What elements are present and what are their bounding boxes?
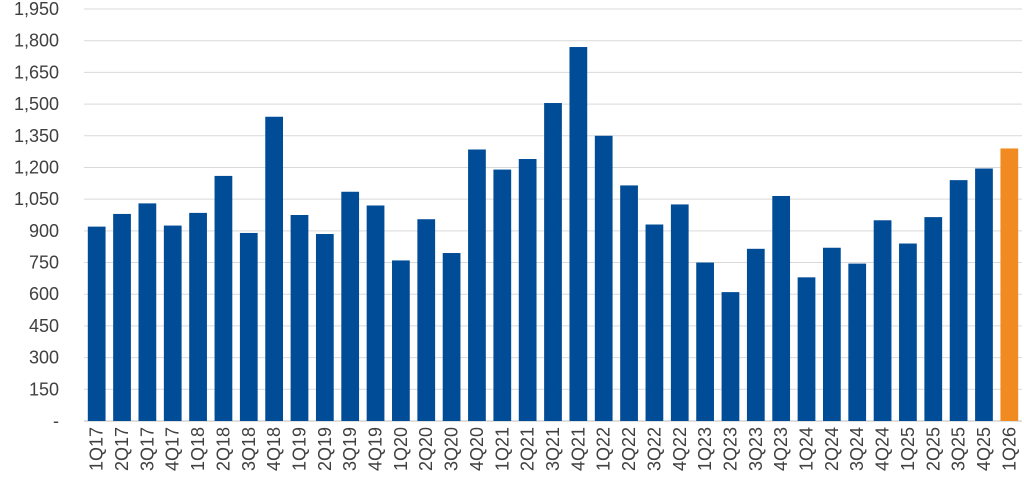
x-tick-label: 2Q24 — [822, 427, 842, 471]
x-tick-label: 3Q17 — [137, 427, 157, 471]
bar-1q23 — [696, 262, 714, 421]
x-tick-label: 4Q17 — [163, 427, 183, 471]
bar-3q23 — [746, 248, 765, 421]
x-tick-label: 3Q24 — [847, 427, 867, 471]
x-tick-label: 3Q18 — [239, 427, 259, 471]
x-tick-label: 1Q17 — [87, 427, 107, 471]
bar-1q24 — [797, 277, 816, 421]
x-tick-label: 3Q25 — [949, 427, 969, 471]
bar-4q20 — [468, 149, 486, 421]
bar-2q22 — [620, 185, 638, 421]
x-tick-label: 3Q20 — [442, 427, 462, 471]
x-tick-label: 1Q21 — [492, 427, 512, 471]
bar-1q19 — [290, 215, 309, 421]
bar-1q17 — [87, 226, 106, 421]
bar-3q24 — [848, 263, 867, 421]
y-tick-label: 1,500 — [14, 94, 59, 114]
x-tick-label: 4Q21 — [568, 427, 588, 471]
bar-2q21 — [518, 159, 537, 421]
bar-2q17 — [113, 213, 131, 421]
x-tick-label: 4Q24 — [873, 427, 893, 471]
bar-3q25 — [949, 180, 968, 421]
x-tick-label: 3Q21 — [543, 427, 563, 471]
x-tick-label: 4Q22 — [670, 427, 690, 471]
bar-4q18 — [265, 116, 284, 421]
x-tick-label: 3Q22 — [644, 427, 664, 471]
bar-1q26 — [1000, 148, 1019, 421]
y-tick-label: 1,650 — [14, 62, 59, 82]
bar-3q17 — [138, 203, 157, 421]
y-tick-label: 600 — [29, 284, 59, 304]
bar-1q25 — [899, 243, 917, 421]
y-tick-label: 150 — [29, 379, 59, 399]
x-tick-label: 1Q20 — [391, 427, 411, 471]
bar-1q20 — [392, 260, 410, 421]
bar-3q19 — [341, 191, 360, 421]
bar-1q22 — [594, 135, 613, 421]
x-tick-label: 2Q18 — [213, 427, 233, 471]
bar-4q23 — [772, 195, 791, 421]
x-tick-label: 1Q19 — [289, 427, 309, 471]
x-tick-label: 1Q25 — [898, 427, 918, 471]
y-tick-label: 450 — [29, 316, 59, 336]
x-tick-label: 2Q23 — [720, 427, 740, 471]
bar-4q19 — [366, 205, 385, 421]
x-tick-label: 1Q18 — [188, 427, 208, 471]
x-tick-label: 2Q21 — [518, 427, 538, 471]
y-axis: - 150 300 450 600 750 900 1,050 1,200 1,350 1,500 1… — [14, 0, 59, 431]
x-tick-label: 2Q17 — [112, 427, 132, 471]
x-tick-label: 4Q20 — [467, 427, 487, 471]
x-tick-label: 4Q25 — [974, 427, 994, 471]
bars — [87, 47, 1019, 422]
x-tick-label: 1Q24 — [797, 427, 817, 471]
x-tick-label: 4Q18 — [264, 427, 284, 471]
y-tick-label: 1,050 — [14, 189, 59, 209]
x-tick-label: 1Q22 — [594, 427, 614, 471]
bar-3q22 — [645, 224, 664, 421]
bar-3q20 — [442, 253, 461, 421]
bar-2q18 — [214, 175, 233, 421]
x-tick-label: 4Q23 — [771, 427, 791, 471]
bar-2q19 — [315, 234, 334, 421]
bar-1q21 — [493, 169, 512, 421]
bar-4q17 — [163, 225, 182, 421]
y-tick-label: - — [53, 411, 59, 431]
bar-4q25 — [975, 168, 993, 421]
x-tick-label: 3Q19 — [340, 427, 360, 471]
x-tick-label: 2Q25 — [923, 427, 943, 471]
y-tick-label: 1,200 — [14, 157, 59, 177]
y-tick-label: 1,800 — [14, 31, 59, 51]
x-tick-label: 1Q26 — [999, 427, 1019, 471]
y-tick-label: 900 — [29, 221, 59, 241]
bar-4q24 — [873, 220, 892, 421]
x-axis: 1Q17 2Q17 3Q17 4Q17 1Q18 2Q18 3Q18 4Q18 1Q19 2Q19… — [87, 427, 1020, 471]
y-tick-label: 750 — [29, 253, 59, 273]
bar-4q21 — [569, 47, 588, 422]
x-tick-label: 1Q23 — [695, 427, 715, 471]
bar-3q21 — [544, 103, 562, 422]
y-tick-label: 300 — [29, 348, 59, 368]
y-tick-label: 1,350 — [14, 126, 59, 146]
bar-2q25 — [924, 217, 943, 421]
bar-2q23 — [721, 292, 740, 421]
bar-1q18 — [189, 212, 207, 421]
bar-2q20 — [417, 219, 436, 421]
x-tick-label: 2Q19 — [315, 427, 335, 471]
x-tick-label: 3Q23 — [746, 427, 766, 471]
x-tick-label: 2Q22 — [619, 427, 639, 471]
x-tick-label: 2Q20 — [416, 427, 436, 471]
bar-3q18 — [239, 232, 258, 421]
bar-4q22 — [670, 204, 689, 421]
x-tick-label: 4Q19 — [366, 427, 386, 471]
bar-2q24 — [822, 247, 841, 421]
y-tick-label: 1,950 — [14, 0, 59, 19]
